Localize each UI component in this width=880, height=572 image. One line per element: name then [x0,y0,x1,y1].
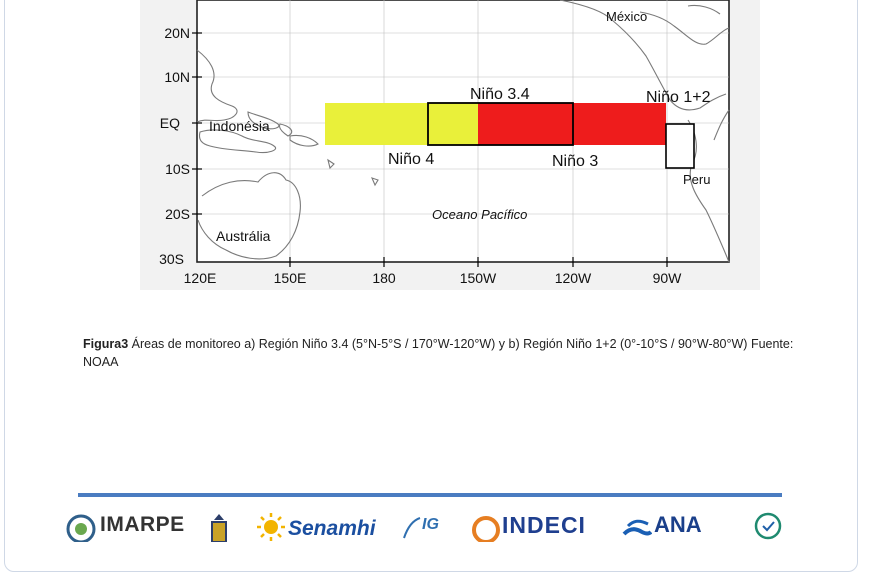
lat-label-20n: 20N [164,25,190,41]
lon-label-120e: 120E [184,270,217,286]
label-nino12: Niño 1+2 [646,89,711,106]
nino4-region [325,103,478,145]
indeci-icon [472,516,500,542]
lon-label-150w: 150W [460,270,497,286]
ministry-logo [754,512,782,542]
figure-caption-text: Áreas de monitoreo a) Región Niño 3.4 (5… [83,337,794,369]
footer-divider [78,493,782,497]
navy-emblem-icon [211,514,227,542]
label-peru: Peru [683,172,710,187]
navy-logo [206,512,232,542]
imarpe-seal-icon [66,514,96,542]
nino3-region [478,103,666,145]
senamhi-logo: Senamhi [256,512,376,542]
indeci-logo: INDECI [472,512,586,542]
figure-caption: Figura3 Áreas de monitoreo a) Región Niñ… [83,335,823,371]
label-indonesia: Indonésia [209,118,270,134]
igp-text: IG [422,516,439,533]
ana-text: ANA [654,512,702,537]
senamhi-text: Senamhi [288,517,376,540]
partner-logos: IMARPE Senamhi IG INDECI ANA [66,512,826,542]
lat-label-eq: EQ [160,115,180,131]
nino12-region [665,123,695,169]
label-australia: Austrália [216,228,271,244]
nino34-region [427,102,574,146]
label-mexico: México [606,9,647,24]
lat-label-20s: 20S [165,206,190,222]
imarpe-text: IMARPE [100,513,185,536]
ministry-seal-icon [754,512,782,540]
enso-region-map: 20N 10N EQ 10S 20S 30S 120E 150E 180 150… [140,0,760,290]
ana-logo: ANA [622,512,702,542]
lat-label-10s: 10S [165,161,190,177]
lon-label-90w: 90W [653,270,683,286]
lon-label-150e: 150E [274,270,307,286]
lat-label-30s: 30S [159,251,184,267]
label-pacific-ocean: Oceano Pacífico [432,207,527,222]
igp-icon [403,517,421,539]
indeci-text: INDECI [502,512,586,538]
label-nino3: Niño 3 [552,153,598,170]
sun-icon [257,513,285,541]
coastlines [196,0,730,263]
lat-label-10n: 10N [164,69,190,85]
figure-number: Figura3 [83,337,129,351]
label-nino4: Niño 4 [388,151,434,168]
igp-logo: IG [400,512,439,542]
label-nino34: Niño 3.4 [470,86,530,103]
ana-wave-icon [622,519,652,536]
imarpe-logo: IMARPE [66,512,185,542]
lon-label-120w: 120W [555,270,592,286]
lon-label-180: 180 [372,270,396,286]
